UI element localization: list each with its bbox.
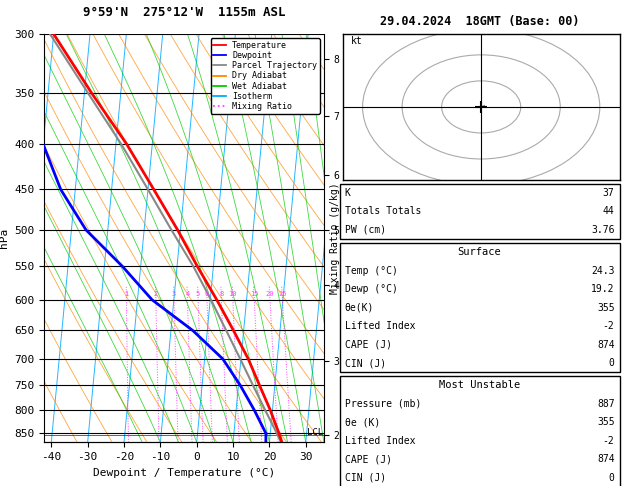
Y-axis label: km
ASL: km ASL bbox=[341, 217, 359, 238]
Text: Dewp (°C): Dewp (°C) bbox=[345, 284, 398, 294]
Text: K: K bbox=[345, 188, 350, 198]
Y-axis label: hPa: hPa bbox=[0, 228, 9, 248]
Text: CIN (J): CIN (J) bbox=[345, 358, 386, 368]
Text: 2: 2 bbox=[153, 291, 158, 296]
Text: 37: 37 bbox=[603, 188, 615, 198]
Text: 355: 355 bbox=[597, 303, 615, 312]
Text: 874: 874 bbox=[597, 340, 615, 349]
Text: Most Unstable: Most Unstable bbox=[439, 381, 520, 390]
Text: Lifted Index: Lifted Index bbox=[345, 321, 415, 331]
Text: 20: 20 bbox=[265, 291, 274, 296]
Text: 44: 44 bbox=[603, 207, 615, 216]
Text: 887: 887 bbox=[597, 399, 615, 409]
Text: 15: 15 bbox=[250, 291, 259, 296]
Text: θe(K): θe(K) bbox=[345, 303, 374, 312]
Text: 25: 25 bbox=[278, 291, 287, 296]
Text: PW (cm): PW (cm) bbox=[345, 225, 386, 235]
Text: 0: 0 bbox=[609, 473, 615, 483]
Text: 29.04.2024  18GMT (Base: 00): 29.04.2024 18GMT (Base: 00) bbox=[380, 15, 579, 28]
Text: 0: 0 bbox=[609, 358, 615, 368]
Text: CAPE (J): CAPE (J) bbox=[345, 454, 392, 464]
Text: Totals Totals: Totals Totals bbox=[345, 207, 421, 216]
Text: Temp (°C): Temp (°C) bbox=[345, 266, 398, 276]
Text: 9°59'N  275°12'W  1155m ASL: 9°59'N 275°12'W 1155m ASL bbox=[83, 6, 285, 19]
Text: Mixing Ratio (g/kg): Mixing Ratio (g/kg) bbox=[330, 182, 340, 294]
Text: 5: 5 bbox=[196, 291, 200, 296]
Text: θe (K): θe (K) bbox=[345, 417, 380, 427]
Text: 19.2: 19.2 bbox=[591, 284, 615, 294]
Text: 1: 1 bbox=[125, 291, 128, 296]
Text: -2: -2 bbox=[603, 321, 615, 331]
Text: 355: 355 bbox=[597, 417, 615, 427]
Text: CIN (J): CIN (J) bbox=[345, 473, 386, 483]
Text: LCL: LCL bbox=[307, 428, 323, 436]
Text: Surface: Surface bbox=[458, 247, 501, 257]
Text: 10: 10 bbox=[228, 291, 237, 296]
Legend: Temperature, Dewpoint, Parcel Trajectory, Dry Adiabat, Wet Adiabat, Isotherm, Mi: Temperature, Dewpoint, Parcel Trajectory… bbox=[211, 38, 320, 114]
Text: 4: 4 bbox=[185, 291, 189, 296]
X-axis label: Dewpoint / Temperature (°C): Dewpoint / Temperature (°C) bbox=[93, 468, 275, 478]
Text: CAPE (J): CAPE (J) bbox=[345, 340, 392, 349]
Text: 8: 8 bbox=[219, 291, 223, 296]
Text: 3.76: 3.76 bbox=[591, 225, 615, 235]
Text: -2: -2 bbox=[603, 436, 615, 446]
Text: 24.3: 24.3 bbox=[591, 266, 615, 276]
Text: 3: 3 bbox=[172, 291, 176, 296]
Text: Pressure (mb): Pressure (mb) bbox=[345, 399, 421, 409]
Text: 874: 874 bbox=[597, 454, 615, 464]
Text: 6: 6 bbox=[205, 291, 209, 296]
Text: © weatheronline.co.uk: © weatheronline.co.uk bbox=[418, 461, 542, 471]
Text: kt: kt bbox=[351, 36, 362, 47]
Text: Lifted Index: Lifted Index bbox=[345, 436, 415, 446]
